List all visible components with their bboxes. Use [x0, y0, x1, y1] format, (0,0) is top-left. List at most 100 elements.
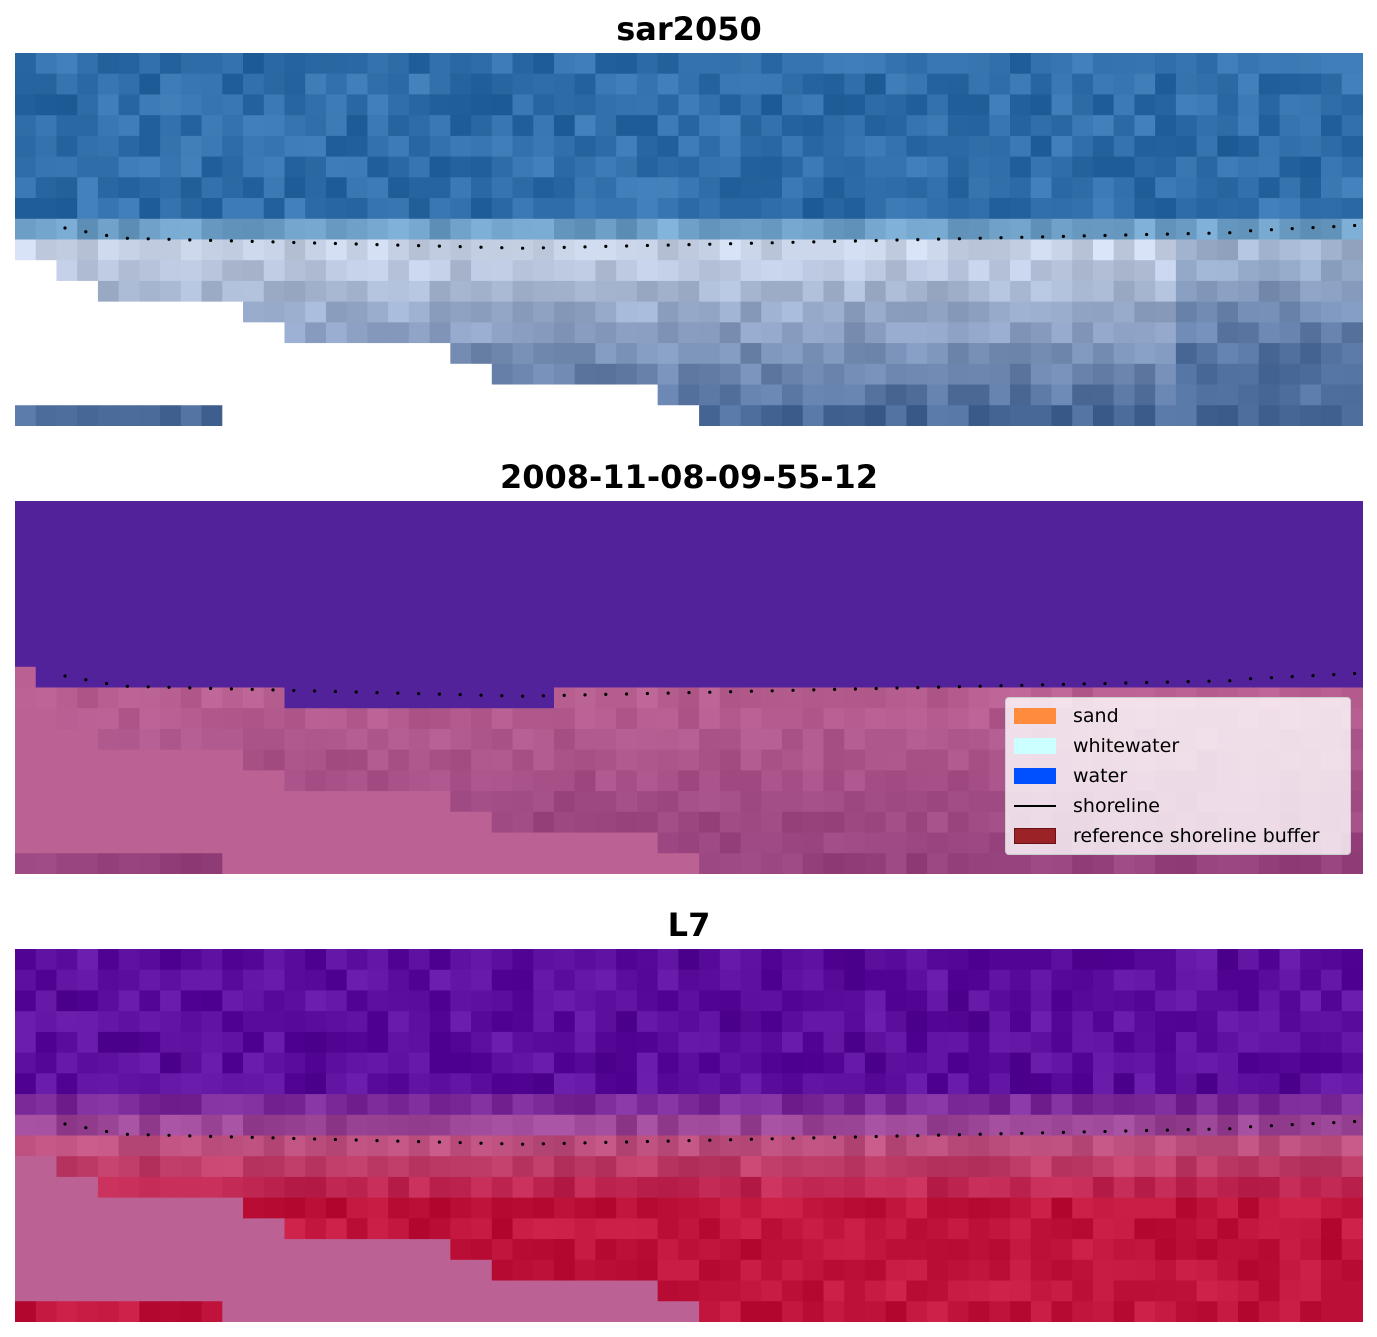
pixel-cell	[1258, 646, 1281, 668]
pixel-cell	[1175, 177, 1198, 199]
pixel-cell	[284, 949, 306, 971]
pixel-cell	[1092, 604, 1115, 626]
pixel-cell	[56, 646, 78, 668]
pixel-cell	[1258, 990, 1281, 1012]
pixel-cell	[512, 1218, 534, 1240]
shoreline-point	[916, 1134, 920, 1138]
pixel-cell	[595, 1094, 617, 1116]
pixel-cell	[346, 384, 369, 406]
pixel-cell	[699, 728, 721, 751]
pixel-cell	[77, 1176, 99, 1199]
pixel-cell	[1072, 1280, 1094, 1302]
pixel-cell	[1092, 260, 1115, 282]
pixel-cell	[263, 708, 286, 730]
pixel-cell	[325, 260, 348, 282]
shoreline-point	[146, 237, 150, 241]
pixel-cell	[263, 115, 286, 137]
pixel-cell	[1279, 853, 1301, 874]
pixel-cell	[1010, 94, 1032, 116]
pixel-cell	[574, 990, 597, 1012]
pixel-cell	[118, 94, 140, 116]
pixel-cell	[823, 770, 845, 792]
pixel-cell	[160, 666, 182, 689]
pixel-cell	[77, 853, 99, 874]
pixel-cell	[346, 1031, 369, 1054]
pixel-cell	[1300, 343, 1322, 365]
pixel-cell	[553, 405, 576, 426]
pixel-cell	[118, 832, 140, 854]
pixel-cell	[533, 322, 555, 344]
shoreline-point	[417, 244, 421, 248]
shoreline-point	[333, 689, 337, 694]
pixel-cell	[1238, 563, 1260, 585]
pixel-cell	[864, 1031, 887, 1054]
pixel-cell	[471, 280, 493, 303]
pixel-cell	[222, 1197, 244, 1219]
pixel-cell	[1196, 1280, 1218, 1302]
pixel-cell	[1320, 1031, 1343, 1054]
pixel-cell	[1030, 969, 1053, 992]
pixel-cell	[284, 1280, 306, 1302]
pixel-cell	[15, 115, 37, 137]
pixel-cell	[989, 666, 1011, 689]
pixel-cell	[139, 53, 161, 75]
pixel-cell	[1320, 501, 1343, 523]
pixel-cell	[657, 1259, 679, 1282]
pixel-cell	[118, 1197, 140, 1219]
pixel-cell	[160, 770, 182, 792]
pixel-cell	[35, 94, 58, 116]
pixel-cell	[243, 156, 265, 178]
pixel-cell	[533, 1114, 555, 1137]
pixel-cell	[1010, 115, 1032, 137]
pixel-cell	[823, 1114, 845, 1137]
pixel-cell	[616, 94, 638, 116]
pixel-cell	[15, 384, 37, 406]
pixel-cell	[367, 1259, 389, 1282]
pixel-cell	[222, 646, 244, 668]
pixel-cell	[533, 501, 555, 523]
pixel-cell	[56, 115, 78, 137]
pixel-cell	[1238, 1135, 1260, 1157]
pixel-cell	[678, 853, 700, 874]
pixel-cell	[388, 1239, 410, 1261]
pixel-cell	[802, 853, 825, 874]
pixel-cell	[201, 156, 223, 178]
pixel-cell	[574, 1011, 597, 1033]
pixel-cell	[864, 770, 887, 792]
pixel-cell	[595, 156, 617, 178]
pixel-cell	[367, 363, 389, 386]
pixel-cell	[636, 687, 659, 709]
pixel-cell	[284, 1052, 306, 1074]
pixel-cell	[802, 832, 825, 854]
pixel-cell	[1320, 1218, 1343, 1240]
pixel-cell	[719, 625, 742, 647]
pixel-cell	[1320, 135, 1343, 158]
pixel-cell	[450, 280, 472, 303]
pixel-cell	[180, 1280, 203, 1302]
pixel-cell	[160, 1218, 182, 1240]
pixel-cell	[657, 604, 679, 626]
pixel-cell	[491, 1239, 514, 1261]
pixel-cell	[139, 969, 161, 992]
pixel-cell	[346, 521, 369, 544]
pixel-cell	[139, 1280, 161, 1302]
pixel-cell	[595, 1259, 617, 1282]
pixel-cell	[1175, 1280, 1198, 1302]
pixel-cell	[1051, 1011, 1073, 1033]
pixel-cell	[325, 811, 348, 834]
pixel-cell	[533, 791, 555, 813]
pixel-cell	[740, 301, 762, 323]
pixel-cell	[678, 1176, 700, 1199]
pixel-cell	[512, 1011, 534, 1033]
shoreline-point	[729, 1138, 733, 1142]
pixel-cell	[180, 811, 203, 834]
pixel-cell	[346, 604, 369, 626]
shoreline-point	[1228, 1127, 1232, 1131]
pixel-cell	[553, 990, 576, 1012]
pixel-cell	[1196, 1156, 1218, 1178]
pixel-cell	[160, 1114, 182, 1137]
pixel-cell	[77, 1239, 99, 1261]
pixel-cell	[56, 811, 78, 834]
pixel-cell	[284, 708, 306, 730]
pixel-cell	[429, 521, 451, 544]
